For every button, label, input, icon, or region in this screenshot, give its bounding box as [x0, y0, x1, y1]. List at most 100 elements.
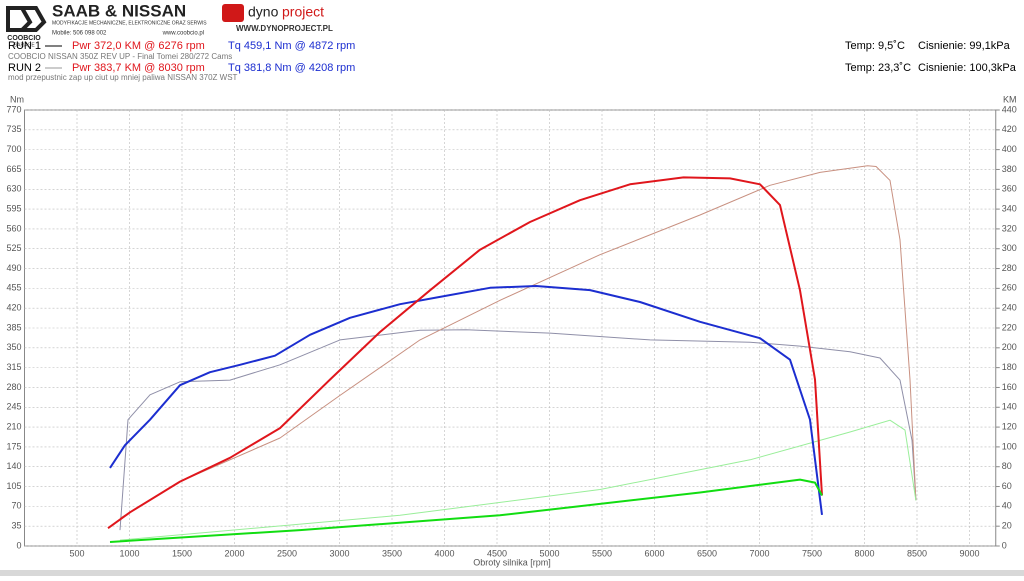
x-tick-label: 2000 — [224, 548, 244, 558]
y2-tick-label: 380 — [1002, 164, 1017, 174]
y-tick-label: 175 — [6, 441, 21, 451]
y2-tick-label: 440 — [1002, 104, 1017, 114]
run-pressure: Cisnienie: 99,1kPa — [918, 40, 1011, 52]
y2-tick-label: 220 — [1002, 322, 1017, 332]
y-tick-label: 700 — [6, 144, 21, 154]
y-tick-label: 665 — [6, 164, 21, 174]
x-tick-label: 1000 — [119, 548, 139, 558]
y2-tick-label: 400 — [1002, 144, 1017, 154]
y2-tick-label: 180 — [1002, 362, 1017, 372]
run-pressure: Cisnienie: 100,3kPa — [918, 62, 1017, 74]
run-power: Pwr 383,7 KM @ 8030 rpm — [72, 62, 205, 74]
y-tick-label: 420 — [6, 303, 21, 313]
x-tick-label: 500 — [69, 548, 84, 558]
y-tick-label: 35 — [11, 521, 21, 531]
y2-tick-label: 100 — [1002, 441, 1017, 451]
y2-tick-label: 80 — [1002, 461, 1012, 471]
x-tick-label: 1500 — [172, 548, 192, 558]
y-tick-label: 350 — [6, 342, 21, 352]
y-tick-label: 105 — [6, 481, 21, 491]
coobcio-logo: COOBCIO GARAGE SAAB & NISSAN MODYFIKACJE… — [6, 1, 207, 48]
y-tick-label: 385 — [6, 322, 21, 332]
y2-tick-label: 280 — [1002, 263, 1017, 273]
y2-tick-label: 420 — [1002, 124, 1017, 134]
run-torque: Tq 459,1 Nm @ 4872 rpm — [228, 40, 355, 52]
y-tick-label: 735 — [6, 124, 21, 134]
logo-url: WWW.DYNOPROJECT.PL — [236, 24, 333, 33]
y-tick-label: 630 — [6, 184, 21, 194]
y2-tick-label: 120 — [1002, 421, 1017, 431]
run-temp: Temp: 23,3˚C — [845, 62, 911, 74]
y-tick-label: 490 — [6, 263, 21, 273]
x-tick-label: 9000 — [959, 548, 979, 558]
run-label: RUN 2 — [8, 62, 41, 74]
y2-tick-label: 300 — [1002, 243, 1017, 253]
x-tick-label: 5500 — [592, 548, 612, 558]
x-tick-label: 6000 — [644, 548, 664, 558]
logo-badge — [222, 4, 244, 22]
series-line — [119, 165, 917, 519]
dynoproject-logo: dyno project WWW.DYNOPROJECT.PL — [222, 4, 333, 33]
y-tick-label: 245 — [6, 402, 21, 412]
y2-tick-label: 200 — [1002, 342, 1017, 352]
y2-axis-label: KM — [1003, 94, 1017, 104]
x-tick-label: 7500 — [802, 548, 822, 558]
y-tick-label: 595 — [6, 203, 21, 213]
run-description: mod przepustnic zap up ciut up mniej pal… — [8, 73, 238, 82]
y-tick-label: 525 — [6, 243, 21, 253]
y2-tick-label: 240 — [1002, 303, 1017, 313]
x-axis-label: Obroty silnika [rpm] — [473, 557, 551, 567]
x-tick-label: 3500 — [382, 548, 402, 558]
y2-tick-label: 60 — [1002, 481, 1012, 491]
y-tick-label: 280 — [6, 382, 21, 392]
y-tick-label: 140 — [6, 461, 21, 471]
y2-tick-label: 160 — [1002, 382, 1017, 392]
series-line — [107, 176, 823, 530]
x-tick-label: 4500 — [487, 548, 507, 558]
series-line — [109, 478, 823, 543]
x-tick-label: 4000 — [434, 548, 454, 558]
logo-tagline: MODYFIKACJE MECHANICZNE, ELEKTRONICZNE O… — [52, 20, 207, 26]
x-tick-label: 8000 — [854, 548, 874, 558]
y2-tick-label: 340 — [1002, 203, 1017, 213]
y-tick-label: 560 — [6, 223, 21, 233]
logo-web: www.coobcio.pl — [162, 31, 204, 37]
logo-title: SAAB & NISSAN — [52, 1, 186, 20]
y2-tick-label: 140 — [1002, 402, 1017, 412]
run-description: COOBCIO NISSAN 350Z REV UP - Final Tomei… — [8, 52, 232, 61]
y-tick-label: 315 — [6, 362, 21, 372]
series-line — [119, 329, 917, 531]
y-tick-label: 0 — [16, 540, 21, 550]
y-tick-label: 455 — [6, 283, 21, 293]
run-label: RUN 1 — [8, 40, 41, 52]
x-tick-label: 5000 — [539, 548, 559, 558]
y2-tick-label: 360 — [1002, 184, 1017, 194]
x-tick-label: 7000 — [749, 548, 769, 558]
logo-name-b: project — [282, 4, 324, 20]
run-temp: Temp: 9,5˚C — [845, 40, 905, 52]
x-tick-label: 2500 — [277, 548, 297, 558]
logo-icon — [6, 6, 47, 32]
logo-name-a: dyno — [248, 4, 279, 20]
y-axis-label: Nm — [10, 94, 24, 104]
y2-tick-label: 20 — [1002, 521, 1012, 531]
logo-sub: GARAGE — [13, 42, 35, 48]
y-tick-label: 770 — [6, 104, 21, 114]
y2-tick-label: 260 — [1002, 283, 1017, 293]
series-line — [119, 419, 917, 541]
run-torque: Tq 381,8 Nm @ 4208 rpm — [228, 62, 355, 74]
x-tick-label: 8500 — [907, 548, 927, 558]
logo-phone: Mobile: 506 098 002 — [52, 31, 107, 37]
y2-tick-label: 40 — [1002, 501, 1012, 511]
y2-tick-label: 0 — [1002, 540, 1007, 550]
series-line — [109, 285, 823, 516]
status-strip — [0, 570, 1024, 576]
x-tick-label: 6500 — [697, 548, 717, 558]
y-tick-label: 210 — [6, 421, 21, 431]
logo-brand: COOBCIO — [7, 35, 41, 42]
x-tick-label: 3000 — [329, 548, 349, 558]
y2-tick-label: 320 — [1002, 223, 1017, 233]
run-power: Pwr 372,0 KM @ 6276 rpm — [72, 40, 205, 52]
y-tick-label: 70 — [11, 501, 21, 511]
